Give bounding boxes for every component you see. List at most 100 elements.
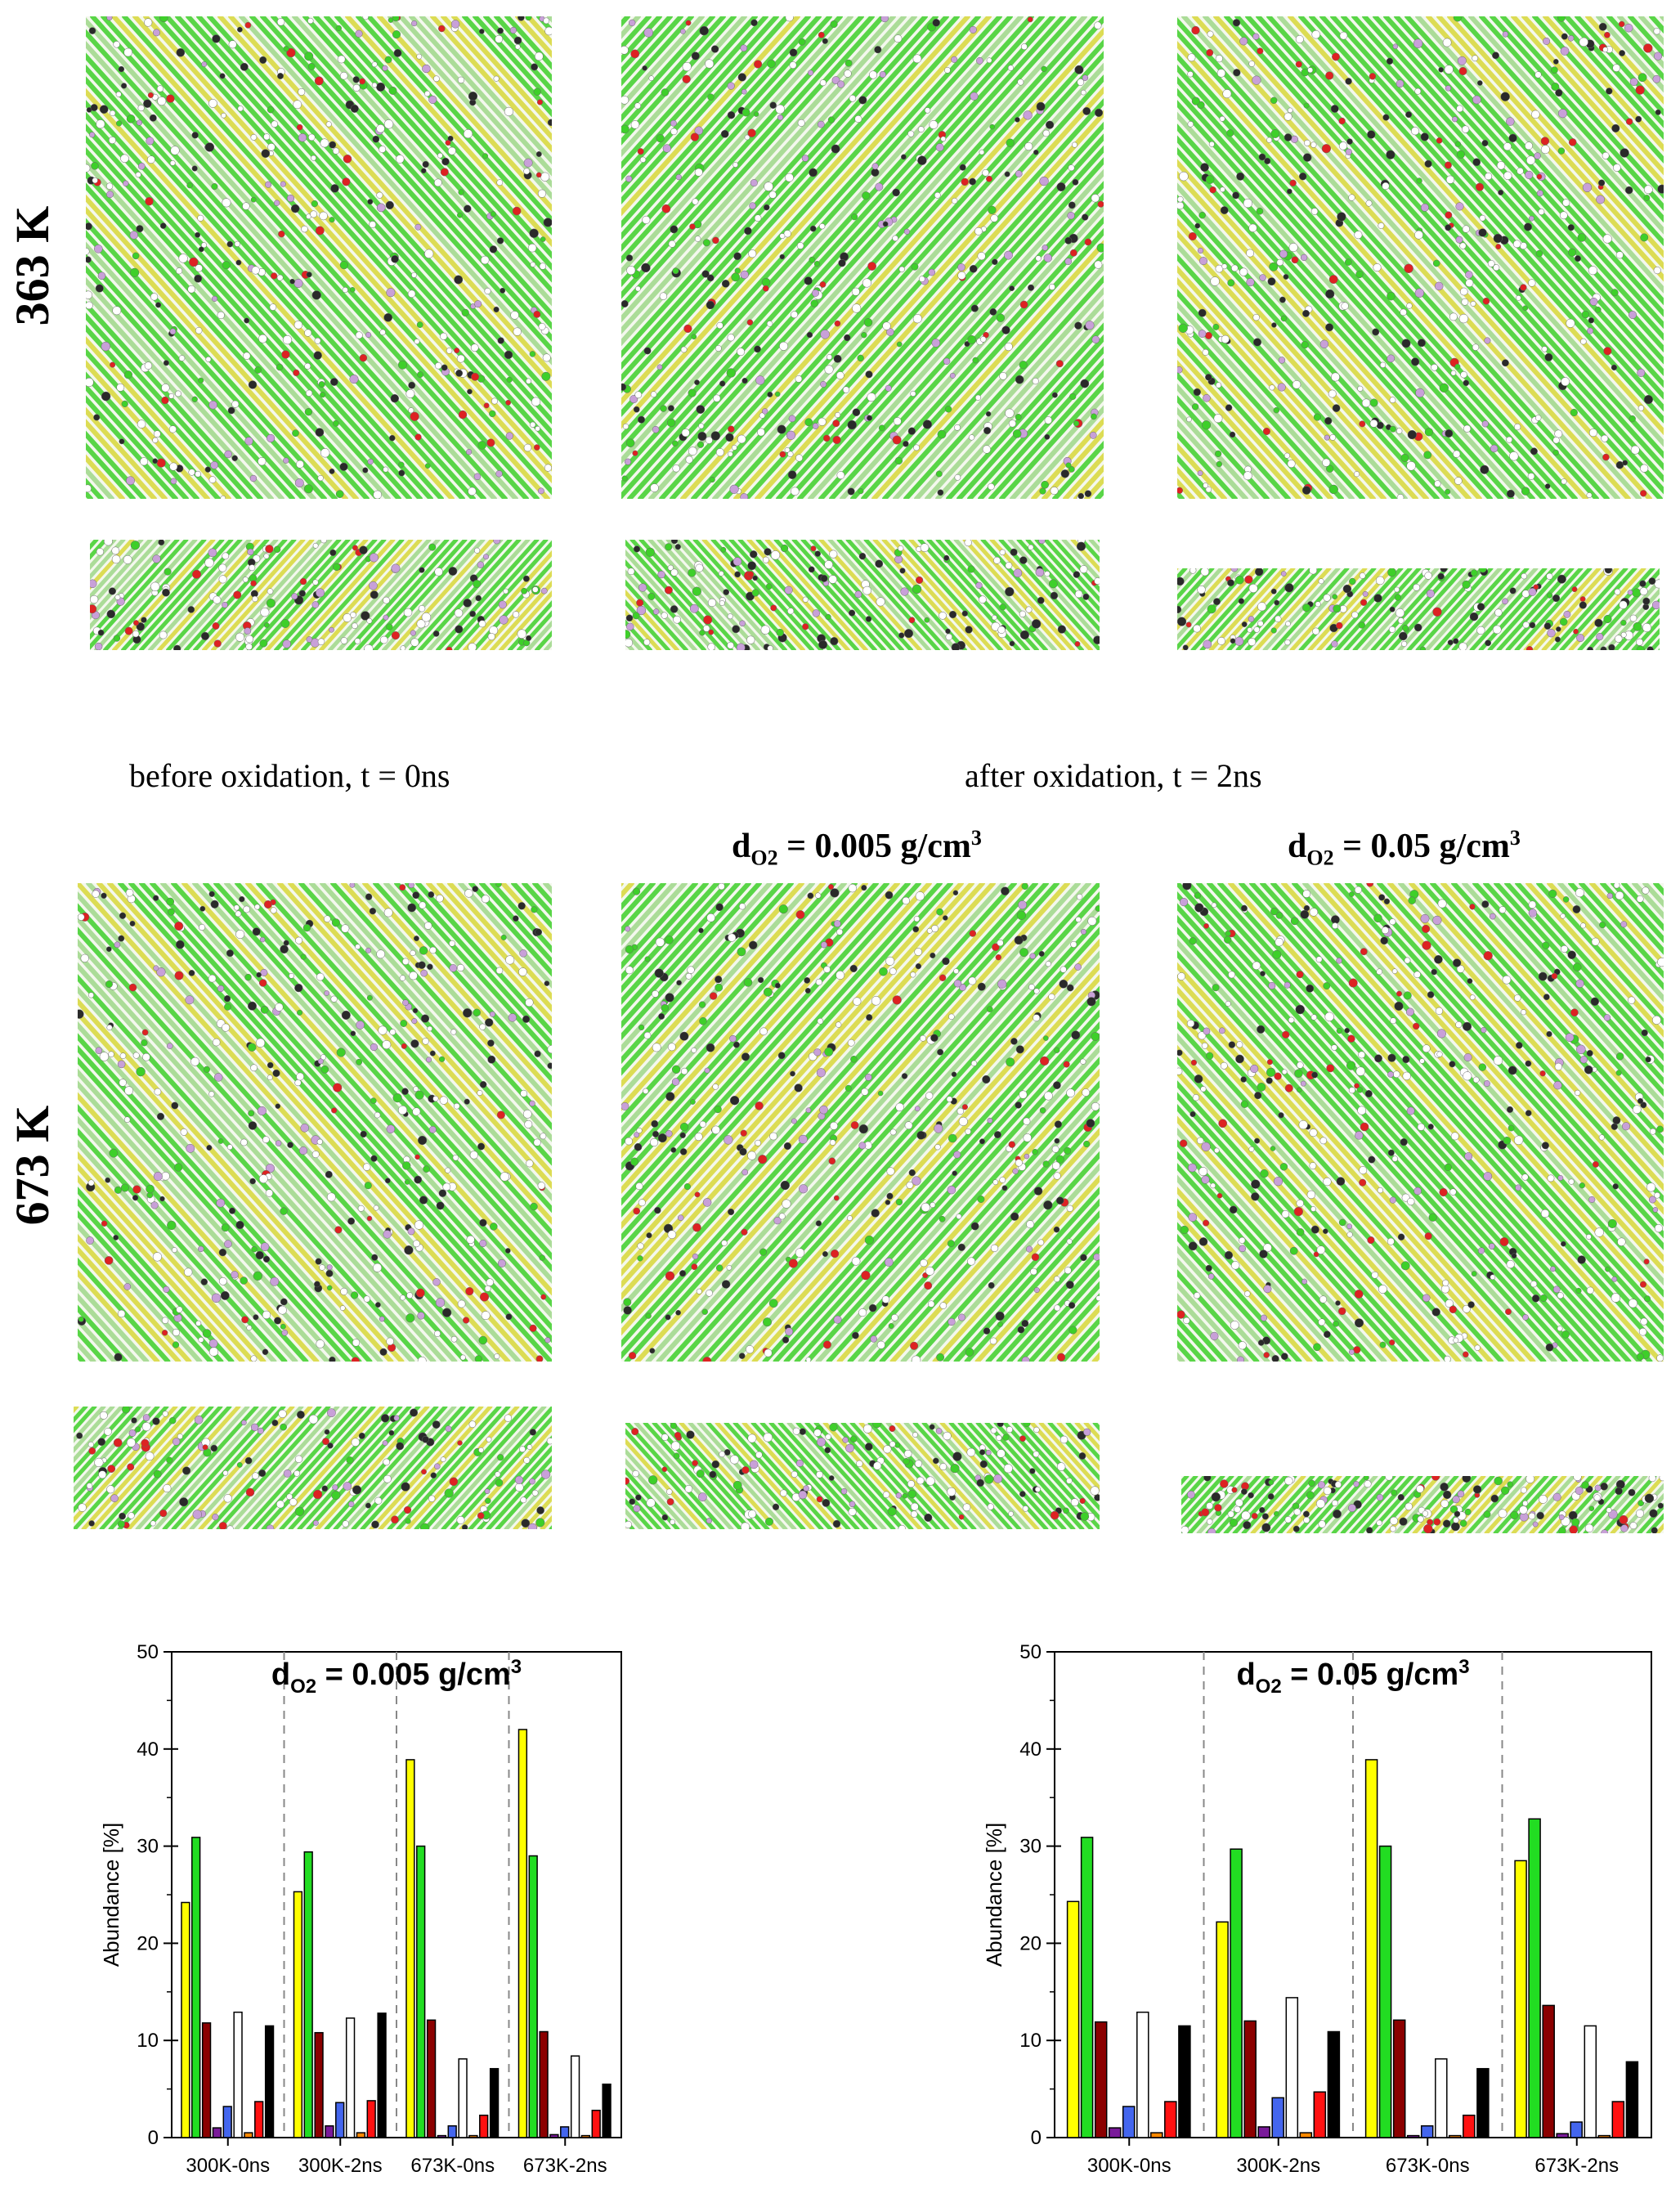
snapshot-673k-high-density-top <box>1177 883 1664 1362</box>
bar-blue-300K-2ns <box>1271 2097 1284 2138</box>
atom-columns <box>1177 16 1664 499</box>
snapshot-673k-low-density-top <box>621 883 1100 1362</box>
snapshot-363k-low-density-top <box>621 16 1104 499</box>
y-tick-label: 10 <box>1019 2030 1042 2052</box>
bar-red-300K-0ns <box>254 2101 264 2138</box>
snapshot-673k-low-density-side <box>625 1423 1100 1529</box>
bar-orange-673K-2ns <box>580 2134 591 2138</box>
bar-orange-300K-0ns <box>1150 2132 1163 2138</box>
impurity-atoms <box>86 16 552 499</box>
bar-darkred-300K-2ns <box>1243 2020 1257 2138</box>
bar-yellow-300K-2ns <box>1216 1921 1229 2138</box>
bar-black-300K-2ns <box>377 2012 387 2138</box>
y-tick-label: 40 <box>137 1739 159 1761</box>
y-tick-label: 50 <box>137 1641 159 1663</box>
bar-blue-300K-0ns <box>1122 2106 1136 2138</box>
bar-white-673K-0ns <box>1435 2058 1448 2138</box>
bar-green-673K-2ns <box>528 1855 538 2138</box>
bar-purple-300K-0ns <box>212 2127 222 2138</box>
impurity-atoms <box>1177 568 1660 650</box>
bar-black-673K-2ns <box>602 2083 612 2138</box>
bar-darkred-673K-0ns <box>426 2019 437 2138</box>
impurity-atoms <box>78 883 552 1362</box>
y-tick-label: 20 <box>137 1932 159 1954</box>
bar-green-673K-0ns <box>1378 1845 1392 2138</box>
x-tick-label: 300K-2ns <box>298 2155 383 2177</box>
atom-columns <box>1177 883 1664 1362</box>
bar-red-300K-2ns <box>366 2100 376 2138</box>
bar-darkred-673K-0ns <box>1392 2019 1406 2138</box>
y-tick-label: 30 <box>137 1836 159 1858</box>
row-label-673k: 673 K <box>6 1105 59 1226</box>
abundance-chart-high-density: 0 10 20 30 40 50 Abundance [%] 300K-0ns 300K-2ns… <box>982 1641 1652 2177</box>
x-tick-label: 673K-0ns <box>1386 2155 1470 2177</box>
impurity-atoms <box>1177 883 1664 1362</box>
atom-columns <box>1177 568 1660 650</box>
bar-darkred-673K-2ns <box>1542 2004 1555 2138</box>
y-tick-label: 0 <box>148 2127 159 2149</box>
snapshot-673k-initial-side <box>74 1407 552 1529</box>
bar-white-673K-0ns <box>458 2058 468 2138</box>
bar-purple-673K-0ns <box>437 2134 447 2138</box>
bar-yellow-673K-2ns <box>1514 1860 1527 2138</box>
impurity-atoms <box>621 16 1104 499</box>
snapshot-363k-initial-top <box>86 16 552 499</box>
bar-red-673K-2ns <box>1611 2101 1625 2138</box>
bar-orange-673K-0ns <box>468 2134 478 2138</box>
x-tick-label: 673K-2ns <box>523 2155 607 2177</box>
bar-yellow-673K-0ns <box>1364 1759 1378 2138</box>
bar-white-300K-0ns <box>1136 2011 1149 2138</box>
bar-purple-673K-0ns <box>1406 2134 1420 2138</box>
bar-yellow-300K-0ns <box>1066 1900 1080 2138</box>
bar-white-300K-0ns <box>233 2011 243 2138</box>
y-axis-label: Abundance [%] <box>982 1823 1006 1967</box>
snapshot-363k-high-density-side <box>1177 568 1660 650</box>
chart-title: dO2 = 0.05 g/cm3 <box>1236 1656 1469 1698</box>
y-tick-label: 50 <box>1019 1641 1042 1663</box>
bar-yellow-673K-0ns <box>405 1759 415 2138</box>
bar-green-673K-2ns <box>1528 1818 1541 2138</box>
y-tick-label: 30 <box>1019 1836 1042 1858</box>
caption-before-oxidation: before oxidation, t = 0ns <box>129 757 450 794</box>
bar-blue-673K-0ns <box>447 2124 457 2138</box>
bar-red-673K-0ns <box>479 2114 489 2138</box>
bar-white-673K-2ns <box>570 2055 580 2138</box>
x-tick-label: 300K-2ns <box>1236 2155 1320 2177</box>
bar-black-673K-2ns <box>1625 2061 1639 2138</box>
bar-white-673K-2ns <box>1584 2025 1597 2138</box>
impurity-atoms <box>90 540 548 650</box>
bar-red-673K-2ns <box>591 2109 601 2138</box>
impurity-atoms <box>76 1407 552 1529</box>
bar-darkred-300K-0ns <box>1094 2021 1108 2138</box>
bar-yellow-673K-2ns <box>517 1729 528 2138</box>
bar-green-300K-2ns <box>303 1851 313 2138</box>
bar-green-673K-0ns <box>416 1845 426 2138</box>
y-tick-label: 0 <box>1031 2127 1042 2149</box>
bar-purple-300K-2ns <box>325 2124 334 2138</box>
density-label-high: dO2 = 0.05 g/cm3 <box>1288 826 1521 870</box>
y-axis-label: Abundance [%] <box>99 1823 123 1967</box>
impurity-atoms <box>625 1423 1100 1529</box>
impurity-atoms <box>1181 1476 1664 1533</box>
x-tick-label: 300K-0ns <box>186 2155 270 2177</box>
snapshot-363k-initial-side <box>90 540 552 650</box>
snapshot-673k-initial-top <box>78 883 552 1362</box>
bar-orange-300K-2ns <box>356 2132 366 2138</box>
bar-red-673K-0ns <box>1463 2114 1476 2138</box>
impurity-atoms <box>621 883 1100 1362</box>
bar-red-300K-2ns <box>1313 2091 1327 2138</box>
density-label-low: dO2 = 0.005 g/cm3 <box>732 826 982 870</box>
y-tick-label: 40 <box>1019 1739 1042 1761</box>
x-tick-label: 673K-2ns <box>1534 2155 1619 2177</box>
caption-after-oxidation: after oxidation, t = 2ns <box>965 757 1262 794</box>
bar-blue-673K-0ns <box>1420 2124 1434 2138</box>
bar-orange-673K-0ns <box>1449 2134 1462 2138</box>
bar-purple-300K-2ns <box>1257 2126 1270 2138</box>
y-tick-label: 10 <box>137 2030 159 2052</box>
bar-orange-300K-2ns <box>1299 2132 1313 2138</box>
y-tick-label: 20 <box>1019 1932 1042 1954</box>
bar-black-673K-0ns <box>1476 2067 1490 2138</box>
bar-white-300K-2ns <box>345 2017 356 2138</box>
bar-orange-673K-2ns <box>1597 2134 1611 2138</box>
row-label-363k: 363 K <box>6 205 59 326</box>
